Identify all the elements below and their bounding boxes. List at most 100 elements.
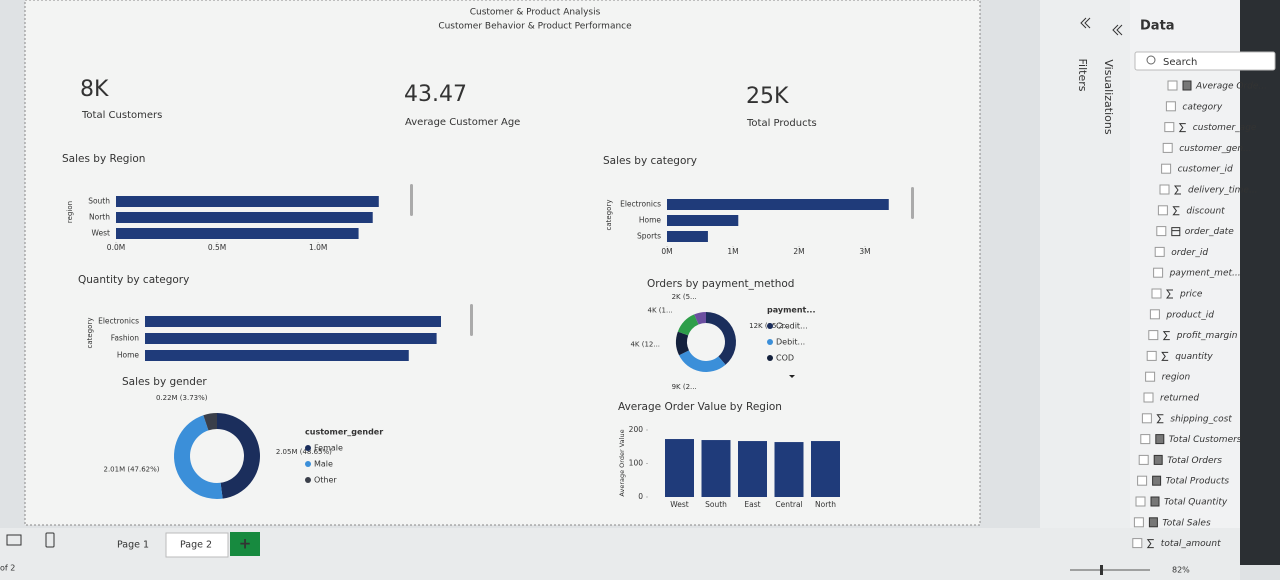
checkbox[interactable]: [1164, 122, 1175, 133]
page-indicator: of 2: [0, 564, 15, 573]
data-label: 2K (5...: [672, 293, 697, 301]
data-label: 0.22M (3.73%): [156, 394, 208, 402]
legend-marker: [305, 445, 311, 451]
pane-title: Data: [1140, 19, 1175, 34]
legend-title: payment...: [767, 306, 816, 315]
checkbox[interactable]: [1165, 101, 1176, 112]
checkbox[interactable]: [1154, 246, 1165, 257]
measure-icon: [1152, 475, 1162, 486]
checkbox[interactable]: [1143, 392, 1154, 403]
category-label: Home: [117, 351, 140, 360]
kpi-label: Average Customer Age: [405, 117, 520, 128]
checkbox[interactable]: [1138, 454, 1149, 465]
sigma-icon: [1161, 351, 1169, 361]
field-name: Total Products: [1166, 477, 1230, 487]
collapse-icon[interactable]: [1080, 17, 1091, 29]
field-name: Total Customers: [1169, 435, 1242, 445]
bar: [667, 231, 708, 242]
slice: [694, 312, 706, 325]
active-tab[interactable]: [165, 532, 229, 558]
slice: [676, 331, 689, 356]
chart-title: Average Order Value by Region: [618, 401, 782, 413]
bar: [145, 350, 409, 361]
kpi-value: 43.47: [404, 82, 467, 107]
legend-marker: [305, 477, 311, 483]
report-title: Customer & Product Analysis: [470, 8, 601, 18]
x-tick-label: 0.5M: [208, 243, 226, 252]
measure-icon: [1153, 454, 1163, 465]
checkbox[interactable]: [1133, 517, 1144, 528]
checkbox[interactable]: [1137, 475, 1148, 486]
bar: [116, 196, 379, 207]
scrollbar[interactable]: [470, 304, 473, 336]
screen-edge: [1240, 0, 1280, 565]
checkbox[interactable]: [1153, 267, 1164, 278]
sigma-icon: [1174, 185, 1181, 195]
field-name: Total Orders: [1167, 456, 1222, 466]
field-name: payment_met...: [1169, 269, 1241, 279]
bar: [667, 199, 889, 210]
category-label: Home: [639, 216, 662, 225]
pane-title: Visualizations: [1102, 59, 1115, 134]
checkbox[interactable]: [1156, 226, 1167, 237]
chart-title: Orders by payment_method: [647, 278, 794, 290]
category-label: South: [88, 197, 110, 206]
collapse-icon[interactable]: [1112, 24, 1123, 36]
measure-icon: [1150, 496, 1160, 507]
add-tab-button[interactable]: [230, 532, 260, 556]
checkbox[interactable]: [1151, 288, 1162, 299]
data-pane: [1130, 0, 1240, 565]
x-tick-label: Central: [775, 500, 802, 509]
field-name: profit_margin: [1176, 331, 1238, 341]
sigma-icon: [1162, 331, 1170, 341]
checkbox[interactable]: [1159, 184, 1170, 195]
field-name: total_amount: [1161, 539, 1221, 549]
bar: [774, 442, 804, 497]
report-subtitle: Customer Behavior & Product Performance: [438, 22, 632, 32]
data-label: 2.01M (47.62%): [104, 465, 160, 473]
checkbox[interactable]: [1161, 163, 1172, 174]
bar: [811, 441, 840, 497]
checkbox[interactable]: [1148, 330, 1159, 341]
measure-icon: [1155, 434, 1165, 445]
scrollbar[interactable]: [911, 187, 914, 219]
scrollbar[interactable]: [410, 184, 413, 216]
sigma-icon: [1146, 539, 1154, 549]
bar: [116, 228, 359, 239]
checkbox[interactable]: [1145, 371, 1156, 382]
slice: [217, 413, 260, 499]
checkbox[interactable]: [1141, 413, 1152, 424]
slice: [174, 415, 223, 499]
checkbox[interactable]: [1132, 538, 1143, 549]
checkbox[interactable]: [1140, 434, 1151, 445]
legend-marker: [767, 339, 773, 345]
zoom-level: 82%: [1172, 566, 1190, 575]
mobile-icon[interactable]: [45, 532, 55, 548]
table-icon: [1171, 227, 1181, 237]
desktop-icon[interactable]: [6, 534, 22, 546]
pane-title: Filters: [1076, 59, 1089, 92]
bar: [116, 212, 373, 223]
x-tick-label: 0.0M: [107, 243, 125, 252]
legend-more[interactable]: [789, 375, 795, 378]
chart-title: Quantity by category: [78, 274, 189, 286]
checkbox[interactable]: [1146, 350, 1157, 361]
field-name: price: [1179, 290, 1203, 300]
side-strips: [1040, 0, 1135, 565]
legend-marker: [767, 355, 773, 361]
kpi-label: Total Customers: [81, 110, 162, 121]
zoom-thumb[interactable]: [1100, 565, 1103, 575]
sigma-icon: [1172, 206, 1180, 216]
search-placeholder: Search: [1163, 57, 1197, 68]
checkbox[interactable]: [1135, 496, 1146, 507]
checkbox[interactable]: [1167, 80, 1178, 91]
field-name: customer_age: [1193, 123, 1257, 133]
category-label: West: [92, 229, 110, 238]
checkbox[interactable]: [1162, 142, 1173, 153]
search-box[interactable]: [1134, 51, 1276, 71]
checkbox[interactable]: [1157, 205, 1168, 216]
checkbox[interactable]: [1149, 309, 1160, 320]
measure-icon: [1182, 80, 1192, 91]
x-tick-label: 1M: [727, 247, 738, 256]
